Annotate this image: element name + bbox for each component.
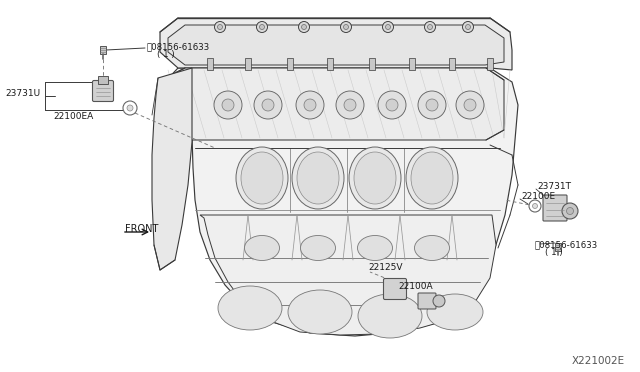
Text: 22100E: 22100E (521, 192, 555, 201)
Circle shape (433, 295, 445, 307)
Ellipse shape (427, 294, 483, 330)
Bar (98, 76, 108, 84)
Circle shape (385, 25, 390, 29)
Circle shape (262, 99, 274, 111)
Text: 22100A: 22100A (398, 282, 433, 291)
Ellipse shape (288, 290, 352, 334)
Ellipse shape (292, 147, 344, 209)
Circle shape (428, 25, 433, 29)
Text: ⓘ08156-61633: ⓘ08156-61633 (535, 240, 598, 249)
FancyBboxPatch shape (418, 293, 436, 309)
Text: 22100EA: 22100EA (53, 112, 93, 121)
Circle shape (386, 99, 398, 111)
Circle shape (259, 25, 264, 29)
Bar (245, 58, 251, 70)
FancyBboxPatch shape (383, 279, 406, 299)
Circle shape (218, 25, 223, 29)
Ellipse shape (218, 286, 282, 330)
Circle shape (336, 91, 364, 119)
Bar (100, 46, 106, 54)
Polygon shape (160, 18, 512, 70)
Ellipse shape (358, 235, 392, 260)
Ellipse shape (358, 294, 422, 338)
Circle shape (344, 25, 349, 29)
Circle shape (566, 208, 573, 215)
Circle shape (214, 91, 242, 119)
Ellipse shape (354, 152, 396, 204)
Ellipse shape (241, 152, 283, 204)
Circle shape (562, 203, 578, 219)
Bar (369, 58, 375, 70)
Text: X221002E: X221002E (572, 356, 625, 366)
Text: ( 1 ): ( 1 ) (545, 248, 563, 257)
Circle shape (456, 91, 484, 119)
Circle shape (127, 105, 133, 111)
Bar (409, 58, 415, 70)
Circle shape (424, 22, 435, 32)
Circle shape (465, 25, 470, 29)
Circle shape (298, 22, 310, 32)
Circle shape (344, 99, 356, 111)
Bar (449, 58, 455, 70)
Ellipse shape (406, 147, 458, 209)
Polygon shape (165, 68, 504, 140)
Text: ( 1 ): ( 1 ) (157, 50, 175, 59)
Circle shape (301, 25, 307, 29)
Circle shape (222, 99, 234, 111)
Circle shape (383, 22, 394, 32)
Text: 23731U: 23731U (5, 89, 40, 97)
Ellipse shape (236, 147, 288, 209)
Circle shape (340, 22, 351, 32)
Circle shape (529, 200, 541, 212)
Circle shape (304, 99, 316, 111)
FancyBboxPatch shape (543, 195, 567, 221)
Circle shape (464, 99, 476, 111)
Circle shape (378, 91, 406, 119)
Bar (207, 58, 213, 70)
Ellipse shape (244, 235, 280, 260)
Polygon shape (200, 215, 496, 335)
Ellipse shape (349, 147, 401, 209)
Ellipse shape (301, 235, 335, 260)
Ellipse shape (411, 152, 453, 204)
Bar (327, 58, 333, 70)
Polygon shape (152, 68, 192, 270)
Text: 23731T: 23731T (537, 182, 571, 191)
Ellipse shape (297, 152, 339, 204)
Circle shape (296, 91, 324, 119)
Circle shape (257, 22, 268, 32)
Circle shape (532, 203, 538, 208)
FancyBboxPatch shape (93, 80, 113, 102)
Circle shape (463, 22, 474, 32)
Polygon shape (168, 25, 504, 65)
Text: FRONT: FRONT (125, 224, 158, 234)
Circle shape (123, 101, 137, 115)
Ellipse shape (415, 235, 449, 260)
Circle shape (418, 91, 446, 119)
Circle shape (214, 22, 225, 32)
Bar (555, 243, 561, 251)
Text: 22125V: 22125V (368, 263, 403, 272)
Circle shape (426, 99, 438, 111)
Text: ⓘ08156-61633: ⓘ08156-61633 (147, 42, 211, 51)
Bar (487, 58, 493, 70)
Circle shape (254, 91, 282, 119)
Polygon shape (158, 68, 518, 336)
Bar (287, 58, 293, 70)
